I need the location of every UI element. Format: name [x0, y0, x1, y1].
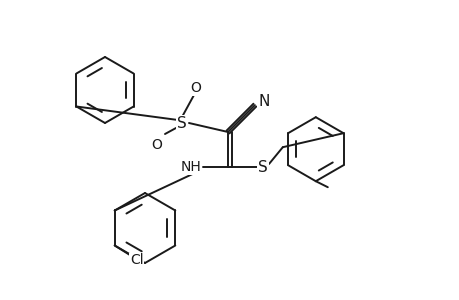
Text: Cl: Cl: [129, 254, 143, 268]
Text: O: O: [190, 81, 201, 95]
Text: O: O: [151, 138, 162, 152]
Text: S: S: [257, 160, 267, 175]
Text: N: N: [257, 94, 269, 109]
Text: NH: NH: [180, 160, 201, 174]
Text: S: S: [177, 116, 186, 130]
